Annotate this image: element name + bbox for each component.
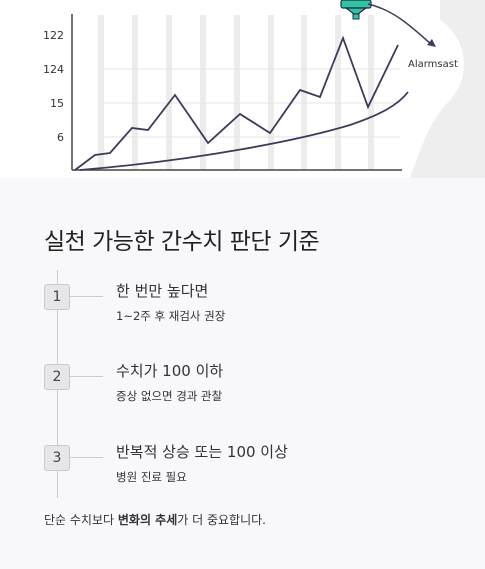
blob: [410, 0, 485, 178]
annotation: Alarmsast: [408, 59, 458, 70]
footer-text: 가 더 중요합니다.: [177, 513, 266, 527]
step: 1 한 번만 높다면 1~2주 후 재검사 권장: [44, 282, 464, 334]
step-title: 반복적 상승 또는 100 이상: [116, 443, 288, 461]
grid: [104, 68, 400, 138]
bars: [98, 15, 374, 170]
footer-strong: 변화의 추세: [117, 513, 178, 527]
step-title: 한 번만 높다면: [116, 282, 209, 300]
connector: [70, 296, 103, 297]
step-detail: 1~2주 후 재검사 권장: [116, 309, 226, 323]
step-number: 3: [44, 445, 70, 471]
arrow: [367, 3, 433, 46]
axis-label: 124: [43, 63, 64, 76]
step: 2 수치가 100 이하 증상 없으면 경과 관찰: [44, 362, 464, 414]
zigzag-line: [74, 35, 399, 171]
step-number: 2: [44, 364, 70, 390]
connector: [70, 457, 103, 458]
step-detail: 병원 진료 필요: [116, 470, 187, 484]
step: 3 반복적 상승 또는 100 이상 병원 진료 필요: [44, 443, 464, 495]
axis-label: 15: [50, 97, 64, 110]
step-detail: 증상 없으면 경과 관찰: [116, 389, 223, 403]
footer: 단순 수치보다 변화의 추세가 더 중요합니다.: [44, 511, 266, 528]
funnel: [340, 0, 372, 20]
title: 실천 가능한 간수치 판단 기준: [44, 229, 320, 255]
trend-curve: [79, 91, 409, 171]
footer-text: 단순 수치보다: [44, 513, 118, 527]
step-title: 수치가 100 이하: [116, 362, 224, 380]
step-number: 1: [44, 284, 70, 310]
connector: [70, 376, 103, 377]
arrow-head: [427, 39, 436, 47]
axis-label: 122: [43, 29, 64, 42]
illustration: 122 124 15 6 Alarmsast: [0, 0, 485, 178]
axis-label: 6: [57, 131, 64, 144]
